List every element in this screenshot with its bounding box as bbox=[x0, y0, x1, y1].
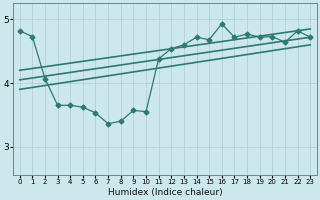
X-axis label: Humidex (Indice chaleur): Humidex (Indice chaleur) bbox=[108, 188, 222, 197]
